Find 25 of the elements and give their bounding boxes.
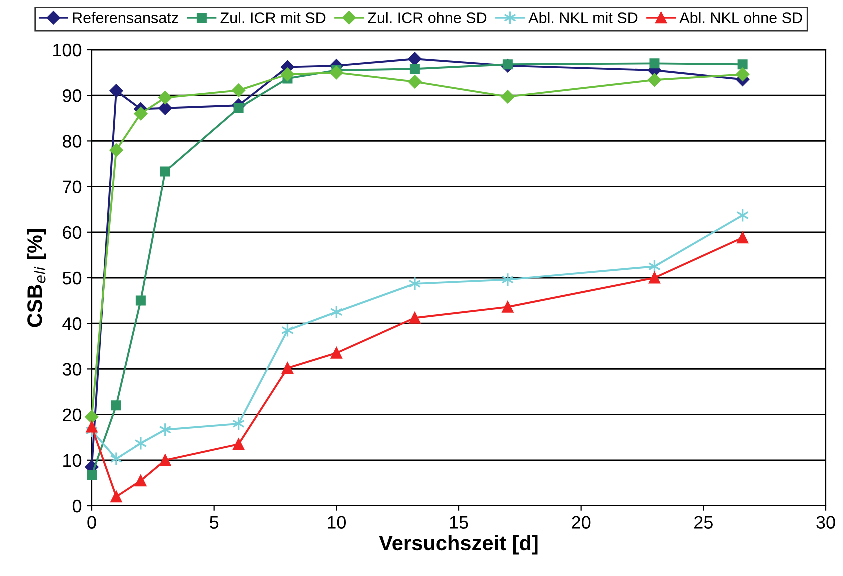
legend-label: Zul. ICR ohne SD <box>368 12 487 24</box>
x-tick-label: 5 <box>210 516 219 529</box>
x-tick-label: 25 <box>694 516 713 529</box>
y-tick-label: 0 <box>72 500 82 513</box>
y-tick-label: 50 <box>62 272 82 285</box>
legend-label: Abl. NKL ohne SD <box>680 12 802 24</box>
y-tick-label: 70 <box>63 180 82 194</box>
x-axis-title: Versuchszeit [d] <box>379 535 538 555</box>
y-tick-label: 100 <box>54 44 82 57</box>
y-tick-label: 40 <box>62 318 82 330</box>
y-tick-label: 60 <box>63 226 82 240</box>
y-tick-label: 30 <box>62 363 82 376</box>
legend-label: Zul. ICR mit SD <box>220 12 326 24</box>
y-tick-label: 80 <box>62 135 82 148</box>
legend-label: Abl. NKL mit SD <box>528 12 638 24</box>
legend-label: Referensansatz <box>73 12 178 24</box>
x-tick-label: 0 <box>88 516 96 529</box>
y-tick-label: 10 <box>64 454 82 468</box>
y-axis-title: CSB$_{eli}$ [%] <box>27 229 46 328</box>
y-tick-label: 20 <box>63 408 82 422</box>
x-tick-label: 15 <box>450 516 468 529</box>
x-tick-label: 10 <box>328 516 346 529</box>
x-tick-label: 30 <box>816 516 836 529</box>
x-tick-label: 20 <box>572 516 591 529</box>
y-tick-label: 90 <box>63 90 82 102</box>
